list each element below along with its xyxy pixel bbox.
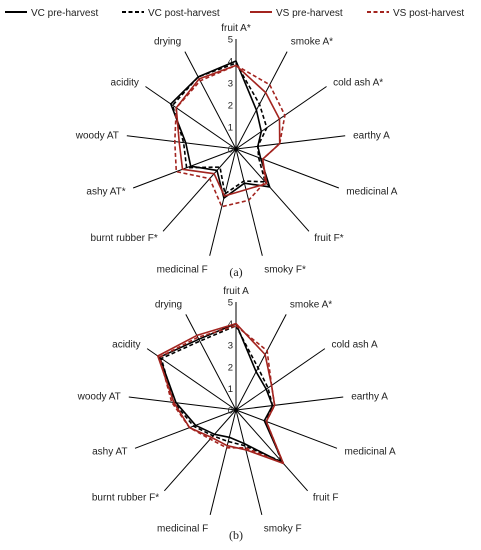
axis-label-medicinal-a: medicinal A: [345, 447, 396, 458]
axis-label-acidity: acidity: [112, 340, 140, 351]
tick-label: 4: [228, 57, 233, 68]
tick-label: 1: [228, 384, 233, 395]
axis-label-cold-ash-a: cold ash A: [332, 340, 378, 351]
axis-label-fruit-f-star: fruit F*: [314, 233, 344, 244]
spoke-smoky-f-star: [235, 148, 263, 256]
spoke-smoky-f: [235, 409, 263, 515]
axis-label-medicinal-f: medicinal F: [157, 524, 208, 535]
axis-label-smoke-a-star: smoke A*: [291, 37, 333, 48]
legend-label: VS pre-harvest: [276, 8, 343, 19]
axis-label-cold-ash-a-star: cold ash A*: [333, 78, 383, 89]
axis-label-drying: drying: [155, 299, 182, 310]
legend-label: VC pre-harvest: [31, 8, 98, 19]
legend-label: VC post-harvest: [148, 8, 220, 19]
chart-caption: (a): [229, 265, 242, 279]
axis-label-woody-at: woody AT: [75, 130, 119, 141]
spoke-burnt-rubber-f-star: [162, 148, 237, 232]
spoke-cold-ash-a: [235, 348, 326, 411]
legend-item-vc-pre-harvest: VC pre-harvest: [5, 8, 98, 19]
legend-label: VS post-harvest: [393, 8, 464, 19]
axis-labels: fruit A* smoke A* cold ash A* earthy A medic…: [75, 23, 398, 276]
tick-label: 2: [228, 362, 233, 373]
spoke-earthy-a: [235, 135, 346, 150]
axis-label-smoky-f-star: smoky F*: [264, 265, 306, 276]
legend: VC pre-harvest VC post-harvest VS pre-harv…: [5, 8, 464, 19]
axis-label-fruit-f: fruit F: [313, 492, 339, 503]
spoke-ashy-at: [134, 409, 237, 449]
spokes: [128, 302, 344, 515]
tick-label: 5: [228, 35, 233, 46]
axis-label-ashy-at: ashy AT: [92, 447, 127, 458]
tick-label: 5: [228, 298, 233, 309]
spoke-medicinal-a: [235, 148, 340, 189]
axis-label-earthy-a: earthy A: [351, 392, 388, 403]
spoke-fruit-f-star: [235, 148, 310, 232]
spoke-medicinal-f: [209, 409, 237, 515]
spoke-medicinal-a: [235, 409, 338, 449]
spoke-burnt-rubber-f-star: [164, 409, 237, 492]
axis-label-medicinal-f: medicinal F: [157, 265, 208, 276]
spoke-drying: [184, 51, 237, 150]
chart-caption: (b): [229, 528, 243, 542]
axis-label-fruit-a-star: fruit A*: [221, 23, 251, 34]
spoke-fruit-f: [235, 409, 308, 492]
axis-label-woody-at: woody AT: [77, 392, 121, 403]
axis-label-acidity: acidity: [111, 78, 139, 89]
axis-label-fruit-a: fruit A: [223, 286, 249, 297]
tick-label: 0: [228, 406, 233, 417]
tick-label: 3: [228, 79, 233, 90]
series-vs-pre-harvest: [175, 64, 281, 197]
spoke-medicinal-f: [209, 148, 237, 256]
axis-label-drying: drying: [154, 37, 181, 48]
spoke-smoke-a-star: [235, 314, 287, 411]
tick-label: 3: [228, 341, 233, 352]
spoke-cold-ash-a-star: [235, 86, 327, 150]
axis-label-medicinal-a: medicinal A: [346, 186, 397, 197]
spoke-earthy-a: [235, 396, 344, 411]
axis-label-burnt-rubber-f-star: burnt rubber F*: [91, 233, 158, 244]
spoke-smoke-a-star: [235, 51, 288, 150]
spoke-woody-at: [126, 135, 237, 150]
series: [170, 60, 286, 208]
series: [157, 322, 285, 465]
spoke-acidity: [145, 86, 237, 150]
axis-label-smoke-a-star: smoke A*: [290, 299, 332, 310]
spoke-woody-at: [128, 396, 237, 411]
tick-label: 0: [228, 145, 233, 156]
series-vc-post-harvest: [160, 324, 283, 463]
tick-label: 1: [228, 123, 233, 134]
legend-item-vs-pre-harvest: VS pre-harvest: [250, 8, 343, 19]
series-vs-post-harvest: [158, 324, 285, 465]
tick-label: 2: [228, 101, 233, 112]
spoke-drying: [185, 314, 237, 411]
axis-labels: fruit A smoke A* cold ash A earthy A medicin…: [77, 286, 396, 535]
axis-label-ashy-at-star: ashy AT*: [86, 186, 125, 197]
axis-label-earthy-a: earthy A: [353, 130, 390, 141]
axis-label-smoky-f: smoky F: [264, 524, 302, 535]
spoke-ashy-at-star: [132, 148, 237, 189]
legend-item-vc-post-harvest: VC post-harvest: [122, 8, 220, 19]
tick-labels: 0 1 2 3 4 5: [228, 35, 233, 156]
spokes: [126, 39, 346, 256]
legend-item-vs-post-harvest: VS post-harvest: [367, 8, 464, 19]
axis-label-burnt-rubber-f-star: burnt rubber F*: [92, 492, 159, 503]
series-vc-post-harvest: [171, 62, 268, 195]
